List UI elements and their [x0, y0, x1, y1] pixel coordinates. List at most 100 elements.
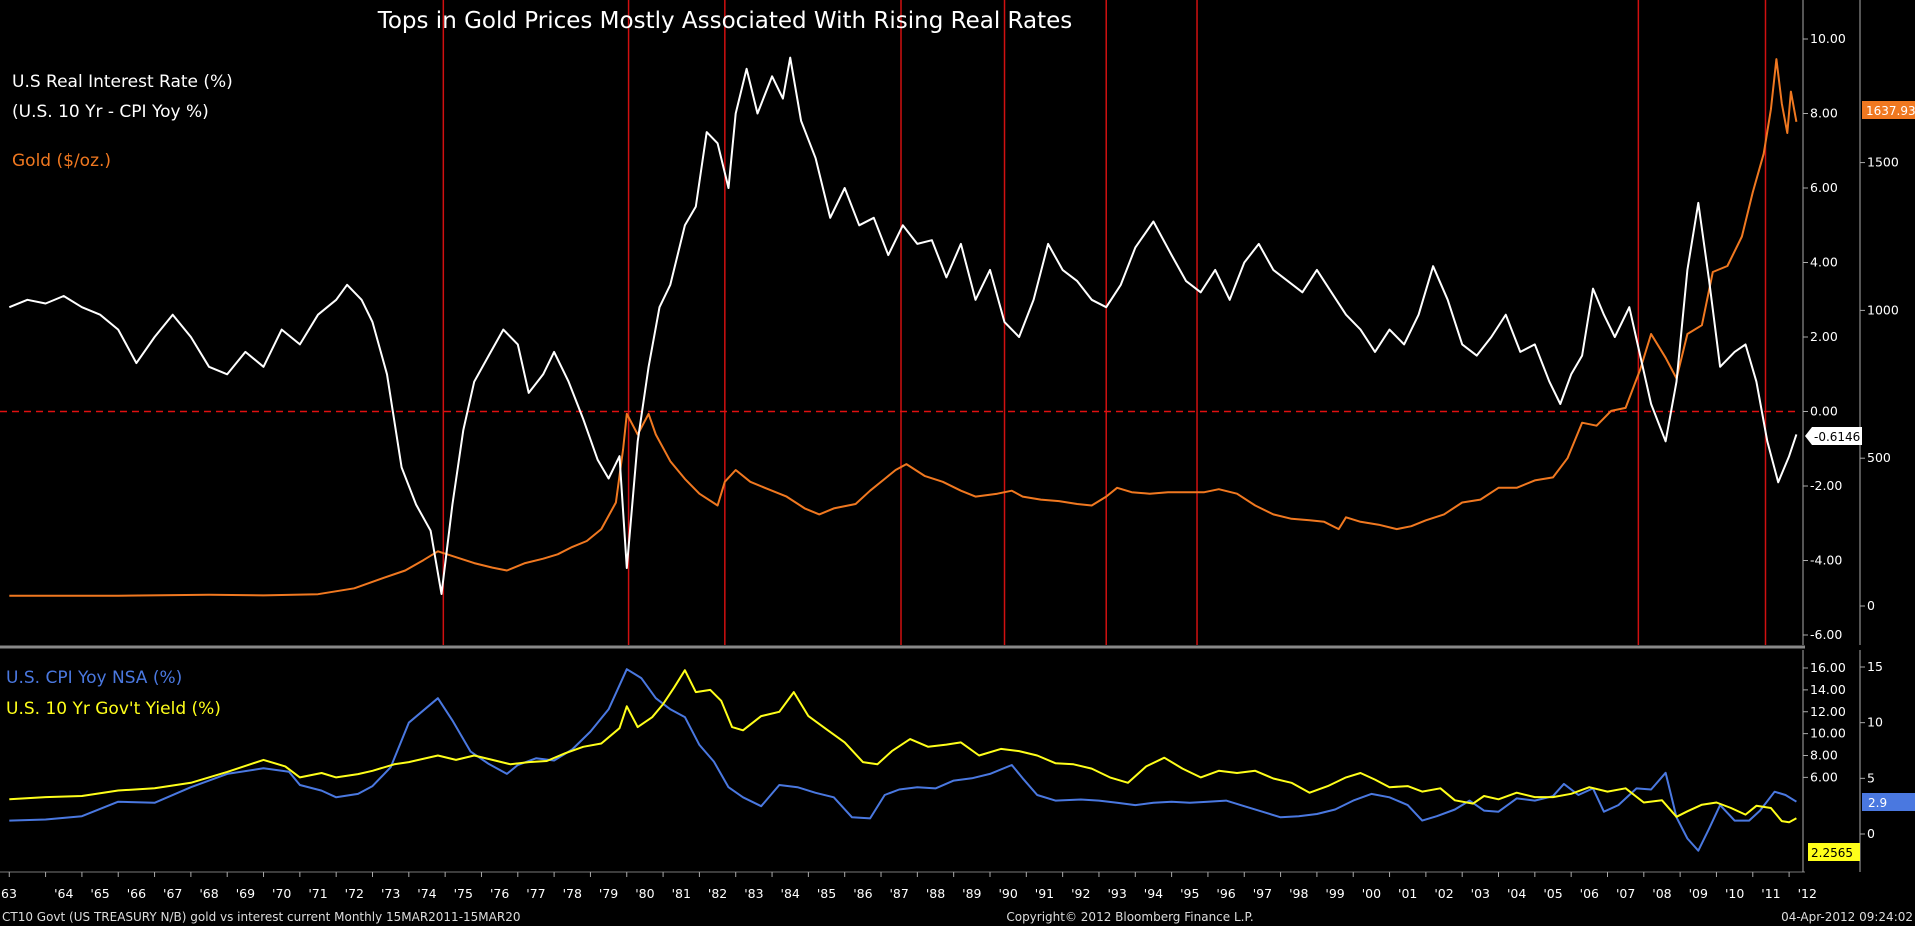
tick-year: '00: [1362, 886, 1381, 901]
tick-year: '90: [998, 886, 1017, 901]
badge-gold-text: 1637.93: [1866, 104, 1915, 118]
tick-year: '88: [926, 886, 945, 901]
tick-year: '03: [1471, 886, 1490, 901]
tick-top-left: 0.00: [1810, 404, 1838, 419]
tick-year: '82: [708, 886, 727, 901]
badge-real-bg: [1805, 427, 1862, 445]
tick-top-left: 4.00: [1810, 255, 1838, 270]
tick-top-left: 8.00: [1810, 106, 1838, 121]
tick-year: '07: [1616, 886, 1635, 901]
tick-year: '09: [1689, 886, 1708, 901]
tick-year: '86: [853, 886, 872, 901]
tick-top-left: -4.00: [1810, 553, 1842, 568]
series-lines: [8, 56, 1798, 852]
legend-real-rate-subtitle: (U.S. 10 Yr - CPI Yoy %): [12, 102, 209, 122]
badge-real-text: -0.6146: [1814, 430, 1860, 444]
tick-year: '74: [417, 886, 436, 901]
badge-cpi-last: 2.9: [1862, 793, 1915, 811]
badge-cpi-bg: [1862, 793, 1915, 811]
tick-year: '67: [163, 886, 182, 901]
tick-bottom-right: 10: [1867, 715, 1883, 730]
tick-year: '02: [1434, 886, 1453, 901]
tick-top-right: 500: [1867, 450, 1891, 465]
vertical-markers: [442, 0, 1767, 645]
tick-year: '11: [1761, 886, 1780, 901]
tick-year: '73: [381, 886, 400, 901]
badge-cpi-text: 2.9: [1868, 796, 1887, 810]
real-rate-line: [8, 56, 1798, 595]
badge-yield-text: 2.2565: [1811, 846, 1853, 860]
footer-right: 04-Apr-2012 09:24:02: [1781, 910, 1913, 924]
legend-gold: Gold ($/oz.): [12, 151, 111, 171]
footer-left: CT10 Govt (US TREASURY N/B) gold vs inte…: [2, 910, 520, 924]
tick-bottom-left: 16.00: [1810, 660, 1846, 675]
axis-ticks: 10.00 8.00 6.00 4.00 2.00 0.00 -2.00 -4.00 -6.00…: [1, 31, 1899, 901]
tick-top-left: 2.00: [1810, 329, 1838, 344]
tick-year: '12: [1798, 886, 1817, 901]
tick-year: '83: [744, 886, 763, 901]
tick-year: '65: [90, 886, 109, 901]
footer-center: Copyright© 2012 Bloomberg Finance L.P.: [1006, 910, 1253, 924]
badge-real-last: -0.6146: [1805, 427, 1862, 445]
tick-top-left: -2.00: [1810, 478, 1842, 493]
tick-year: '68: [199, 886, 218, 901]
tick-top-left: 6.00: [1810, 180, 1838, 195]
tick-top-right: 1000: [1867, 302, 1899, 317]
tick-top-right: 0: [1867, 598, 1875, 613]
tick-top-right: 1500: [1867, 155, 1899, 170]
tick-bottom-right: 15: [1867, 659, 1883, 674]
badge-yield-last: 2.2565: [1808, 843, 1860, 861]
tick-year: '87: [890, 886, 909, 901]
tick-year: '01: [1398, 886, 1417, 901]
tick-year: '08: [1652, 886, 1671, 901]
tick-year: '96: [1216, 886, 1235, 901]
tick-year: '70: [272, 886, 291, 901]
legend-yield: U.S. 10 Yr Gov't Yield (%): [6, 699, 221, 719]
tick-year: '94: [1144, 886, 1163, 901]
tick-year: '81: [672, 886, 691, 901]
ten-year-yield-line: [9, 669, 1797, 824]
gold-price-line: [9, 58, 1798, 597]
tick-year: '10: [1725, 886, 1744, 901]
tick-year: '69: [236, 886, 255, 901]
tick-year: '06: [1580, 886, 1599, 901]
badge-yield-bg: [1808, 843, 1860, 861]
tick-year: '64: [54, 886, 73, 901]
tick-year: '79: [599, 886, 618, 901]
tick-year: '75: [454, 886, 473, 901]
tick-year: '80: [635, 886, 654, 901]
tick-bottom-right: 5: [1867, 770, 1875, 785]
tick-year: '95: [1180, 886, 1199, 901]
tick-year: '05: [1543, 886, 1562, 901]
tick-bottom-left: 10.00: [1810, 726, 1846, 741]
tick-year: '77: [526, 886, 545, 901]
tick-year: '92: [1071, 886, 1090, 901]
tick-year: '98: [1289, 886, 1308, 901]
tick-year: '91: [1035, 886, 1054, 901]
tick-bottom-right: 0: [1867, 826, 1875, 841]
tick-year: '99: [1325, 886, 1344, 901]
tick-bottom-left: 8.00: [1810, 748, 1838, 763]
tick-year: '85: [817, 886, 836, 901]
tick-top-left: -6.00: [1810, 627, 1842, 642]
tick-year: '89: [962, 886, 981, 901]
tick-year: '66: [127, 886, 146, 901]
tick-year: '72: [345, 886, 364, 901]
cpi-line: [9, 668, 1797, 852]
tick-year: '76: [490, 886, 509, 901]
tick-year: 63: [1, 886, 17, 901]
tick-bottom-left: 12.00: [1810, 704, 1846, 719]
badge-gold-last: 1637.93: [1862, 101, 1915, 119]
tick-year: '97: [1253, 886, 1272, 901]
tick-top-left: 10.00: [1810, 31, 1846, 46]
tick-year: '84: [781, 886, 800, 901]
chart-title: Tops in Gold Prices Mostly Associated Wi…: [377, 8, 1073, 34]
badge-gold-bg: [1862, 101, 1915, 119]
tick-year: '04: [1507, 886, 1526, 901]
tick-year: '78: [563, 886, 582, 901]
legend-cpi: U.S. CPI Yoy NSA (%): [6, 668, 182, 688]
legend-real-rate: U.S Real Interest Rate (%): [12, 72, 233, 92]
tick-bottom-left: 6.00: [1810, 769, 1838, 784]
